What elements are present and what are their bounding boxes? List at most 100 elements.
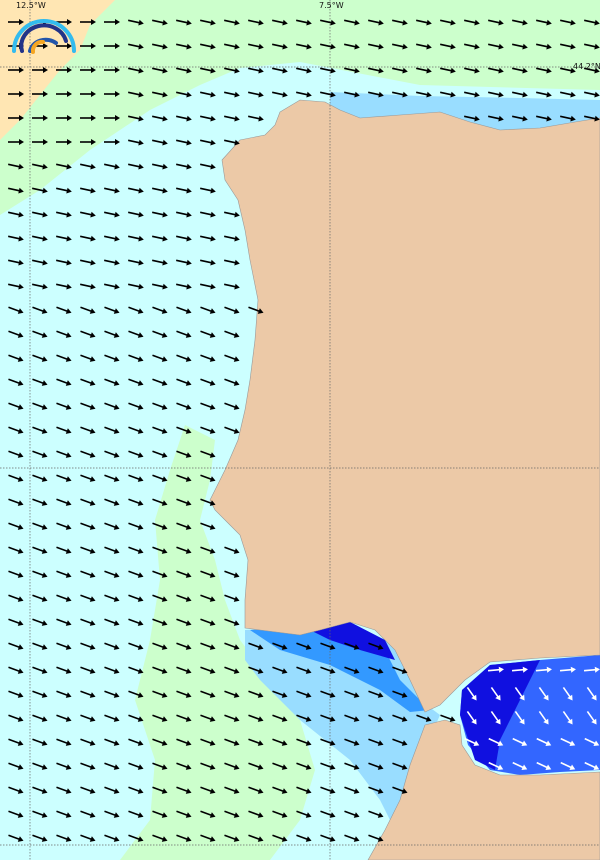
wave-arrow xyxy=(200,738,216,746)
wave-arrow xyxy=(8,738,24,746)
wave-arrow xyxy=(224,786,240,794)
wave-arrow xyxy=(32,91,48,97)
wave-arrow xyxy=(152,211,168,218)
sea-zone-dark-blue-cadiz xyxy=(310,622,395,660)
wave-arrow xyxy=(536,19,552,26)
wave-arrow xyxy=(56,211,72,218)
wave-arrow xyxy=(80,67,96,73)
wave-arrow xyxy=(32,618,48,626)
wave-arrow xyxy=(152,67,168,74)
wave-arrow xyxy=(8,139,24,145)
wave-arrow xyxy=(368,91,384,98)
wave-arrow xyxy=(80,235,96,242)
wave-arrow xyxy=(8,690,24,698)
wave-arrow xyxy=(104,690,120,698)
wave-arrow xyxy=(440,43,456,50)
wave-arrow xyxy=(536,91,552,98)
wave-arrow xyxy=(248,19,264,26)
wave-arrow xyxy=(8,642,24,650)
wave-arrow xyxy=(368,786,384,794)
wave-arrow xyxy=(8,450,24,458)
wave-arrow xyxy=(8,594,24,602)
wave-arrow xyxy=(32,115,48,121)
wave-arrow xyxy=(586,710,597,725)
wave-arrow xyxy=(200,498,216,506)
wave-arrow xyxy=(32,259,48,266)
wave-arrow xyxy=(56,426,72,434)
wave-arrow xyxy=(128,594,144,602)
wave-arrow xyxy=(368,834,384,842)
wave-arrow xyxy=(176,522,192,530)
wave-arrow xyxy=(80,163,96,170)
land-africa xyxy=(367,719,600,860)
wave-arrow xyxy=(8,19,24,25)
wave-arrow xyxy=(224,426,240,434)
wave-arrow xyxy=(128,522,144,530)
wave-arrow xyxy=(487,666,504,673)
wave-arrow xyxy=(200,810,216,818)
wave-arrow xyxy=(80,139,96,145)
wave-arrow xyxy=(296,642,312,650)
wave-arrow xyxy=(80,115,96,121)
wave-arrow xyxy=(224,810,240,818)
wave-arrow xyxy=(104,738,120,746)
wave-arrow xyxy=(56,666,72,674)
wave-arrow xyxy=(248,738,264,746)
wave-arrow xyxy=(200,762,216,770)
wave-arrow xyxy=(512,19,528,26)
wave-arrow xyxy=(176,762,192,770)
wave-arrow xyxy=(272,43,288,50)
wave-arrow xyxy=(104,450,120,458)
wave-arrow xyxy=(56,43,72,49)
wave-arrow xyxy=(344,19,360,26)
wave-arrow xyxy=(560,67,576,74)
wave-arrow xyxy=(224,714,240,722)
wave-arrow xyxy=(8,115,24,121)
wave-arrow xyxy=(224,306,240,314)
wave-arrow xyxy=(248,810,264,818)
wave-arrow xyxy=(8,546,24,554)
wave-arrow xyxy=(272,714,288,722)
wave-arrow xyxy=(32,786,48,794)
wave-arrow xyxy=(464,115,480,122)
wave-arrow xyxy=(224,235,240,242)
wave-arrow xyxy=(32,450,48,458)
wave-arrow xyxy=(56,259,72,266)
wave-arrow xyxy=(32,498,48,506)
lat-label: 44.2°N xyxy=(573,62,600,71)
wave-arrow xyxy=(248,67,264,74)
wave-arrow xyxy=(128,714,144,722)
wave-arrow xyxy=(152,187,168,194)
wave-arrow xyxy=(32,187,48,194)
wave-arrow xyxy=(56,354,72,362)
wave-arrow xyxy=(32,378,48,386)
wave-arrow xyxy=(583,666,600,673)
wave-arrow xyxy=(152,163,168,170)
wave-arrow xyxy=(584,737,600,746)
wave-arrow xyxy=(224,330,240,338)
wave-arrow xyxy=(440,91,456,98)
wave-arrow xyxy=(80,211,96,218)
wave-arrow xyxy=(56,834,72,842)
wave-arrow xyxy=(176,115,192,122)
wave-arrow xyxy=(320,642,336,650)
wave-arrow xyxy=(416,91,432,98)
wave-arrow xyxy=(128,450,144,458)
wave-arrow xyxy=(488,115,504,122)
wave-arrow xyxy=(368,642,384,650)
wave-arrow xyxy=(392,714,408,722)
wave-arrow xyxy=(200,666,216,674)
wave-arrow xyxy=(152,738,168,746)
wave-arrow xyxy=(176,786,192,794)
wave-arrow xyxy=(8,762,24,770)
wave-arrow xyxy=(32,522,48,530)
wave-arrow xyxy=(128,19,144,26)
wave-arrow xyxy=(416,714,432,722)
wave-arrow xyxy=(200,306,216,314)
wave-arrow xyxy=(224,67,240,74)
wave-arrow xyxy=(32,738,48,746)
wave-arrow xyxy=(584,761,600,770)
sea-zone-green-north xyxy=(0,0,600,215)
wave-arrow xyxy=(272,91,288,98)
